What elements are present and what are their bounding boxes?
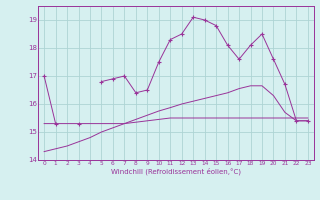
X-axis label: Windchill (Refroidissement éolien,°C): Windchill (Refroidissement éolien,°C) xyxy=(111,168,241,175)
